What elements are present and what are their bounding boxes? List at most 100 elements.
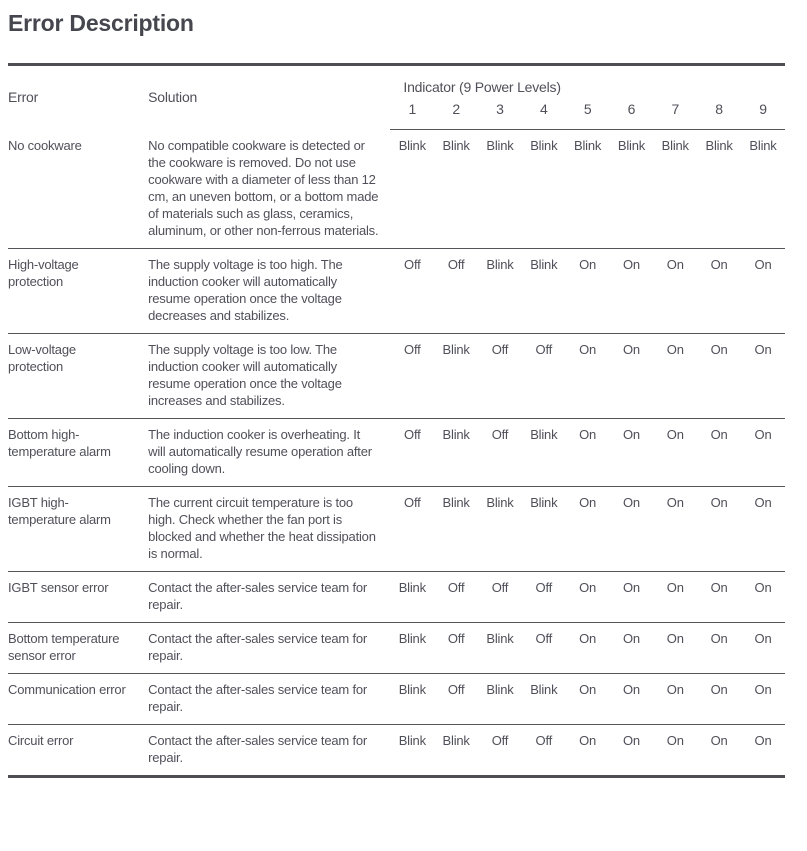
indicator-state-level-7: On bbox=[653, 723, 698, 776]
error-name: IGBT sensor error bbox=[8, 570, 149, 622]
error-name: Circuit error bbox=[8, 723, 149, 776]
error-name: No cookware bbox=[8, 137, 82, 153]
indicator-state-level-7: On bbox=[653, 247, 698, 333]
solution-text: Contact the after-sales service team for… bbox=[148, 723, 391, 776]
indicator-state-level-5: On bbox=[565, 723, 610, 776]
indicator-state-level-3: Off bbox=[478, 723, 522, 776]
indicator-state-level-5: On bbox=[565, 332, 610, 418]
indicator-state-level-5: On bbox=[565, 417, 610, 486]
indicator-state-level-1: Blink bbox=[390, 621, 435, 673]
indicator-state-level-6: On bbox=[609, 417, 654, 486]
indicator-state-level-2: Blink bbox=[434, 417, 479, 486]
table-row: Bottom temperature sensor error Contact t… bbox=[8, 621, 785, 673]
power-level-header-5: 5 bbox=[565, 96, 610, 130]
indicator-state-level-5: On bbox=[565, 672, 610, 724]
error-name: Bottom temperature sensor error bbox=[8, 621, 149, 673]
indicator-state-level-4: Blink bbox=[530, 138, 558, 153]
indicator-state-level-8: On bbox=[697, 332, 742, 418]
indicator-state-level-8: On bbox=[697, 723, 742, 776]
indicator-state-level-1: Blink bbox=[390, 570, 435, 622]
solution-text: The induction cooker is overheating. It … bbox=[148, 417, 391, 486]
indicator-state-level-6: On bbox=[609, 485, 654, 571]
indicator-state-level-3: Blink bbox=[478, 485, 522, 571]
indicator-state-level-6: On bbox=[609, 723, 654, 776]
indicator-state-level-2: Off bbox=[434, 672, 479, 724]
error-name: Communication error bbox=[8, 672, 149, 724]
indicator-state-level-9: On bbox=[741, 332, 785, 418]
indicator-state-level-9: On bbox=[741, 247, 785, 333]
solution-text: Contact the after-sales service team for… bbox=[148, 621, 391, 673]
error-column-header: Error bbox=[8, 89, 39, 106]
indicator-state-level-3: Blink bbox=[478, 621, 522, 673]
indicator-state-level-1: Off bbox=[390, 332, 435, 418]
error-name: High-voltage protection bbox=[8, 247, 149, 333]
power-level-header-1: 1 bbox=[390, 96, 435, 130]
indicator-state-level-6: Blink bbox=[617, 138, 646, 153]
power-level-header-2: 2 bbox=[434, 96, 479, 130]
indicator-state-level-7: On bbox=[653, 570, 698, 622]
indicator-state-level-9: On bbox=[741, 417, 785, 486]
indicator-state-level-4: Off bbox=[521, 332, 566, 418]
indicator-state-level-9: On bbox=[741, 485, 785, 571]
indicator-state-level-2: Blink bbox=[442, 138, 470, 153]
indicator-state-level-1: Off bbox=[390, 247, 435, 333]
power-level-header-7: 7 bbox=[653, 96, 698, 130]
indicator-state-level-3: Off bbox=[478, 332, 522, 418]
table-row: Low-voltage protection The supply voltage… bbox=[8, 332, 785, 418]
table-row: IGBT sensor error Contact the after-sales… bbox=[8, 570, 785, 622]
indicator-state-level-6: On bbox=[609, 621, 654, 673]
indicator-state-level-8: On bbox=[697, 417, 742, 486]
table-row: IGBT high-temperature alarm The current c… bbox=[8, 485, 785, 571]
solution-text: No compatible cookware is detected or th… bbox=[148, 137, 379, 238]
error-name: Bottom high-temperature alarm bbox=[8, 417, 149, 486]
error-name: Low-voltage protection bbox=[8, 332, 149, 418]
indicator-state-level-3: Blink bbox=[478, 247, 522, 333]
indicator-state-level-4: Blink bbox=[521, 247, 566, 333]
indicator-state-level-8: On bbox=[697, 247, 742, 333]
indicator-state-level-8: On bbox=[697, 672, 742, 724]
indicator-state-level-1: Off bbox=[390, 417, 435, 486]
indicator-state-level-2: Blink bbox=[434, 332, 479, 418]
indicator-state-level-6: On bbox=[609, 672, 654, 724]
solution-text: The current circuit temperature is too h… bbox=[148, 485, 391, 571]
table-row: Circuit error Contact the after-sales ser… bbox=[8, 723, 785, 776]
indicator-state-level-9: On bbox=[741, 570, 785, 622]
indicator-state-level-5: On bbox=[565, 621, 610, 673]
page-title: Error Description bbox=[8, 10, 194, 36]
indicator-state-level-2: Off bbox=[434, 247, 479, 333]
table-header: Error Solution Indicator (9 Power Levels… bbox=[8, 65, 785, 130]
indicator-state-level-3: Off bbox=[478, 570, 522, 622]
solution-text: Contact the after-sales service team for… bbox=[148, 570, 391, 622]
indicator-state-level-7: On bbox=[653, 332, 698, 418]
table-row: High-voltage protection The supply voltag… bbox=[8, 247, 785, 333]
indicator-state-level-3: Off bbox=[478, 417, 522, 486]
indicator-state-level-3: Blink bbox=[486, 138, 514, 153]
indicator-state-level-6: On bbox=[609, 247, 654, 333]
solution-text: The supply voltage is too low. The induc… bbox=[148, 332, 391, 418]
power-level-header-6: 6 bbox=[609, 96, 654, 130]
table-row: Communication error Contact the after-sal… bbox=[8, 672, 785, 724]
indicator-state-level-8: On bbox=[697, 621, 742, 673]
indicator-state-level-1: Off bbox=[390, 485, 435, 571]
indicator-state-level-6: On bbox=[609, 332, 654, 418]
indicator-state-level-8: Blink bbox=[705, 138, 733, 153]
header-levels-row: 1 2 3 4 5 6 7 8 9 bbox=[8, 96, 785, 130]
indicator-state-level-9: On bbox=[741, 723, 785, 776]
indicator-group-header: Indicator (9 Power Levels) bbox=[403, 79, 561, 95]
indicator-state-level-9: On bbox=[741, 621, 785, 673]
solution-column-header: Solution bbox=[148, 89, 198, 106]
indicator-state-level-4: Off bbox=[521, 723, 566, 776]
power-level-header-8: 8 bbox=[697, 96, 742, 130]
indicator-state-level-2: Off bbox=[434, 621, 479, 673]
indicator-state-level-2: Blink bbox=[434, 723, 479, 776]
indicator-state-level-7: Blink bbox=[661, 138, 689, 153]
indicator-state-level-1: Blink bbox=[390, 723, 435, 776]
indicator-state-level-4: Blink bbox=[521, 485, 566, 571]
header-group-row: Error Solution Indicator (9 Power Levels… bbox=[8, 65, 785, 105]
indicator-state-level-4: Blink bbox=[521, 417, 566, 486]
indicator-state-level-5: On bbox=[565, 247, 610, 333]
power-level-header-9: 9 bbox=[741, 96, 785, 130]
indicator-state-level-1: Blink bbox=[398, 138, 426, 153]
indicator-state-level-8: On bbox=[697, 570, 742, 622]
indicator-state-level-4: Off bbox=[521, 621, 566, 673]
